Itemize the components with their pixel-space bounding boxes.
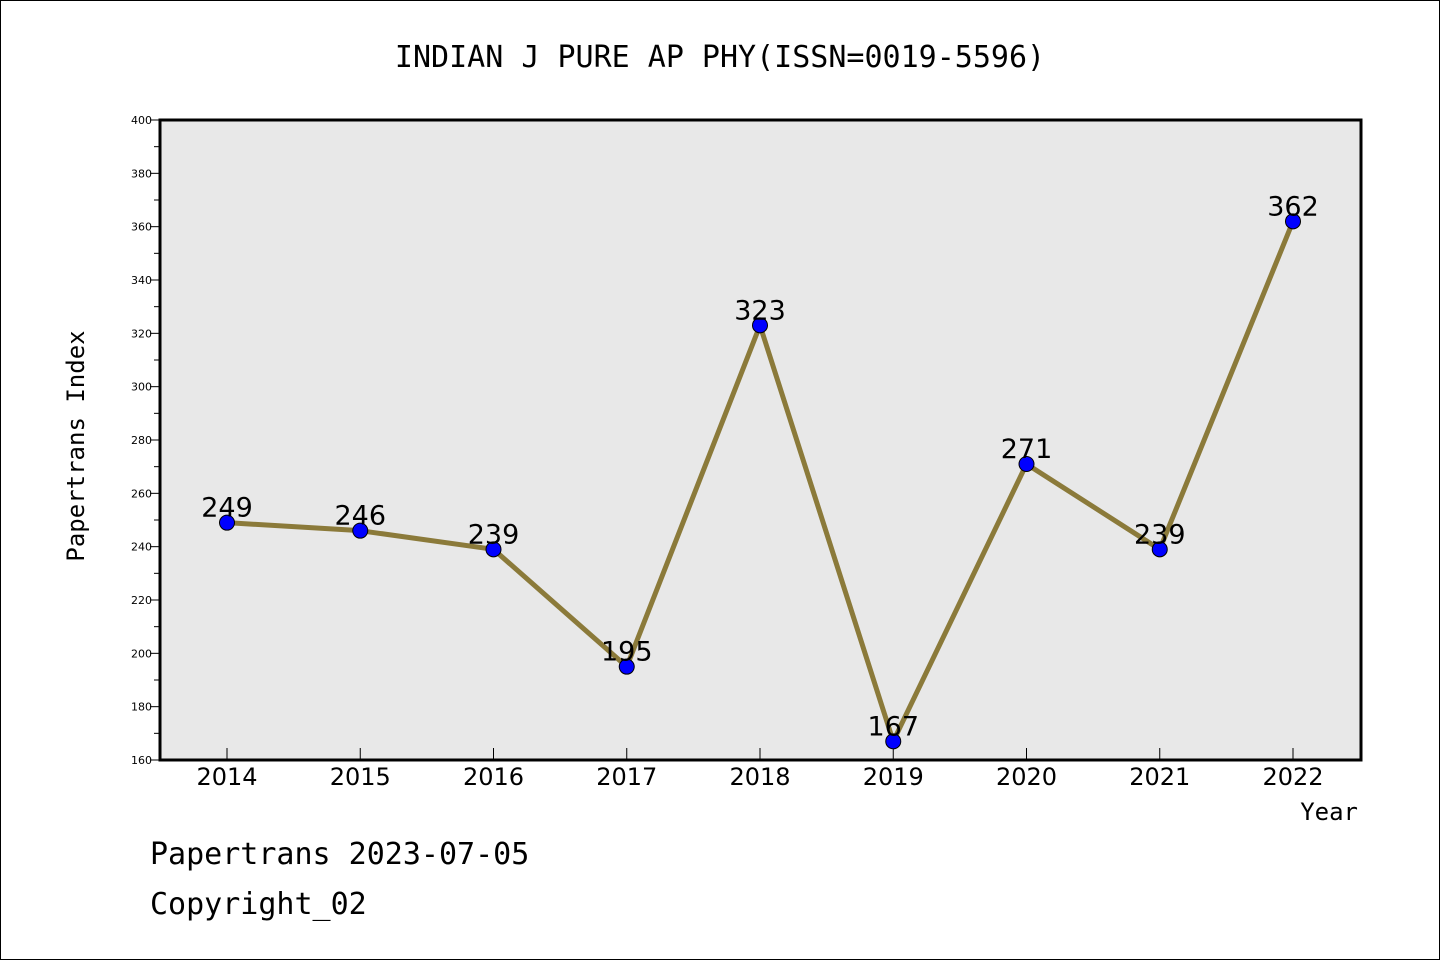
y-tick-label: 200 bbox=[131, 647, 152, 660]
series-segment bbox=[1024, 461, 1163, 552]
series-line bbox=[224, 218, 1296, 744]
footer-copyright: Copyright_02 bbox=[150, 887, 367, 922]
data-label: 362 bbox=[1267, 191, 1319, 222]
data-labels: 249 246 239 195 323 167 271 239 362 bbox=[201, 191, 1319, 742]
series-segment bbox=[491, 546, 630, 670]
y-tick-label: 320 bbox=[131, 327, 152, 340]
x-tick-label: 2019 bbox=[863, 763, 924, 791]
x-tick-label: 2014 bbox=[196, 763, 257, 791]
series-segment bbox=[357, 528, 496, 552]
data-label: 246 bbox=[334, 501, 386, 532]
data-point bbox=[219, 514, 235, 531]
x-tick-label: 2022 bbox=[1262, 763, 1323, 791]
data-label: 249 bbox=[201, 493, 253, 524]
plot-border bbox=[158, 118, 1363, 762]
y-tick-label: 240 bbox=[131, 541, 152, 554]
data-label: 195 bbox=[601, 637, 653, 668]
data-label: 239 bbox=[1134, 519, 1186, 550]
series-markers bbox=[219, 213, 1301, 750]
data-point bbox=[485, 541, 502, 558]
series-segment bbox=[757, 322, 896, 744]
y-tick-label: 360 bbox=[131, 221, 152, 234]
x-axis-ticks: 2014 2015 2016 2017 2018 2019 2020 2021 2022 bbox=[196, 748, 1324, 791]
y-tick-label: 340 bbox=[131, 274, 152, 287]
y-tick-label: 260 bbox=[131, 487, 152, 500]
data-label: 271 bbox=[1001, 434, 1053, 465]
data-point bbox=[618, 658, 635, 675]
data-point bbox=[1018, 456, 1035, 472]
y-tick-label: 220 bbox=[131, 594, 152, 607]
data-point bbox=[1151, 541, 1168, 558]
y-tick-label: 280 bbox=[131, 434, 152, 447]
data-point bbox=[752, 317, 768, 334]
data-label: 167 bbox=[867, 711, 919, 742]
series-segment bbox=[224, 520, 363, 534]
x-axis-label: Year bbox=[1300, 798, 1358, 826]
x-tick-label: 2020 bbox=[996, 763, 1057, 791]
x-tick-label: 2021 bbox=[1129, 763, 1190, 791]
chart-title: INDIAN J PURE AP PHY(ISSN=0019-5596) bbox=[395, 40, 1045, 75]
y-axis-label: Papertrans Index bbox=[62, 330, 90, 561]
plot-background bbox=[160, 120, 1361, 760]
x-tick-label: 2018 bbox=[729, 763, 790, 791]
data-point bbox=[352, 522, 369, 539]
y-axis-ticks: 160 180 200 220 240 260 280 300 320 340 360 380 400 bbox=[131, 114, 160, 767]
footer-date: Papertrans 2023-07-05 bbox=[150, 837, 529, 872]
series-segment bbox=[624, 322, 763, 670]
data-point bbox=[1285, 213, 1301, 230]
y-tick-label: 180 bbox=[131, 701, 152, 714]
x-tick-label: 2017 bbox=[596, 763, 657, 791]
y-tick-label: 400 bbox=[131, 114, 152, 127]
x-tick-label: 2016 bbox=[463, 763, 524, 791]
data-label: 323 bbox=[734, 295, 786, 326]
x-tick-label: 2015 bbox=[330, 763, 391, 791]
series-segment bbox=[1157, 218, 1296, 552]
y-tick-label: 160 bbox=[131, 754, 152, 767]
series-segment bbox=[890, 461, 1029, 744]
data-label: 239 bbox=[468, 519, 520, 550]
y-tick-label: 380 bbox=[131, 167, 152, 180]
y-tick-label: 300 bbox=[131, 381, 152, 394]
data-point bbox=[885, 733, 902, 750]
